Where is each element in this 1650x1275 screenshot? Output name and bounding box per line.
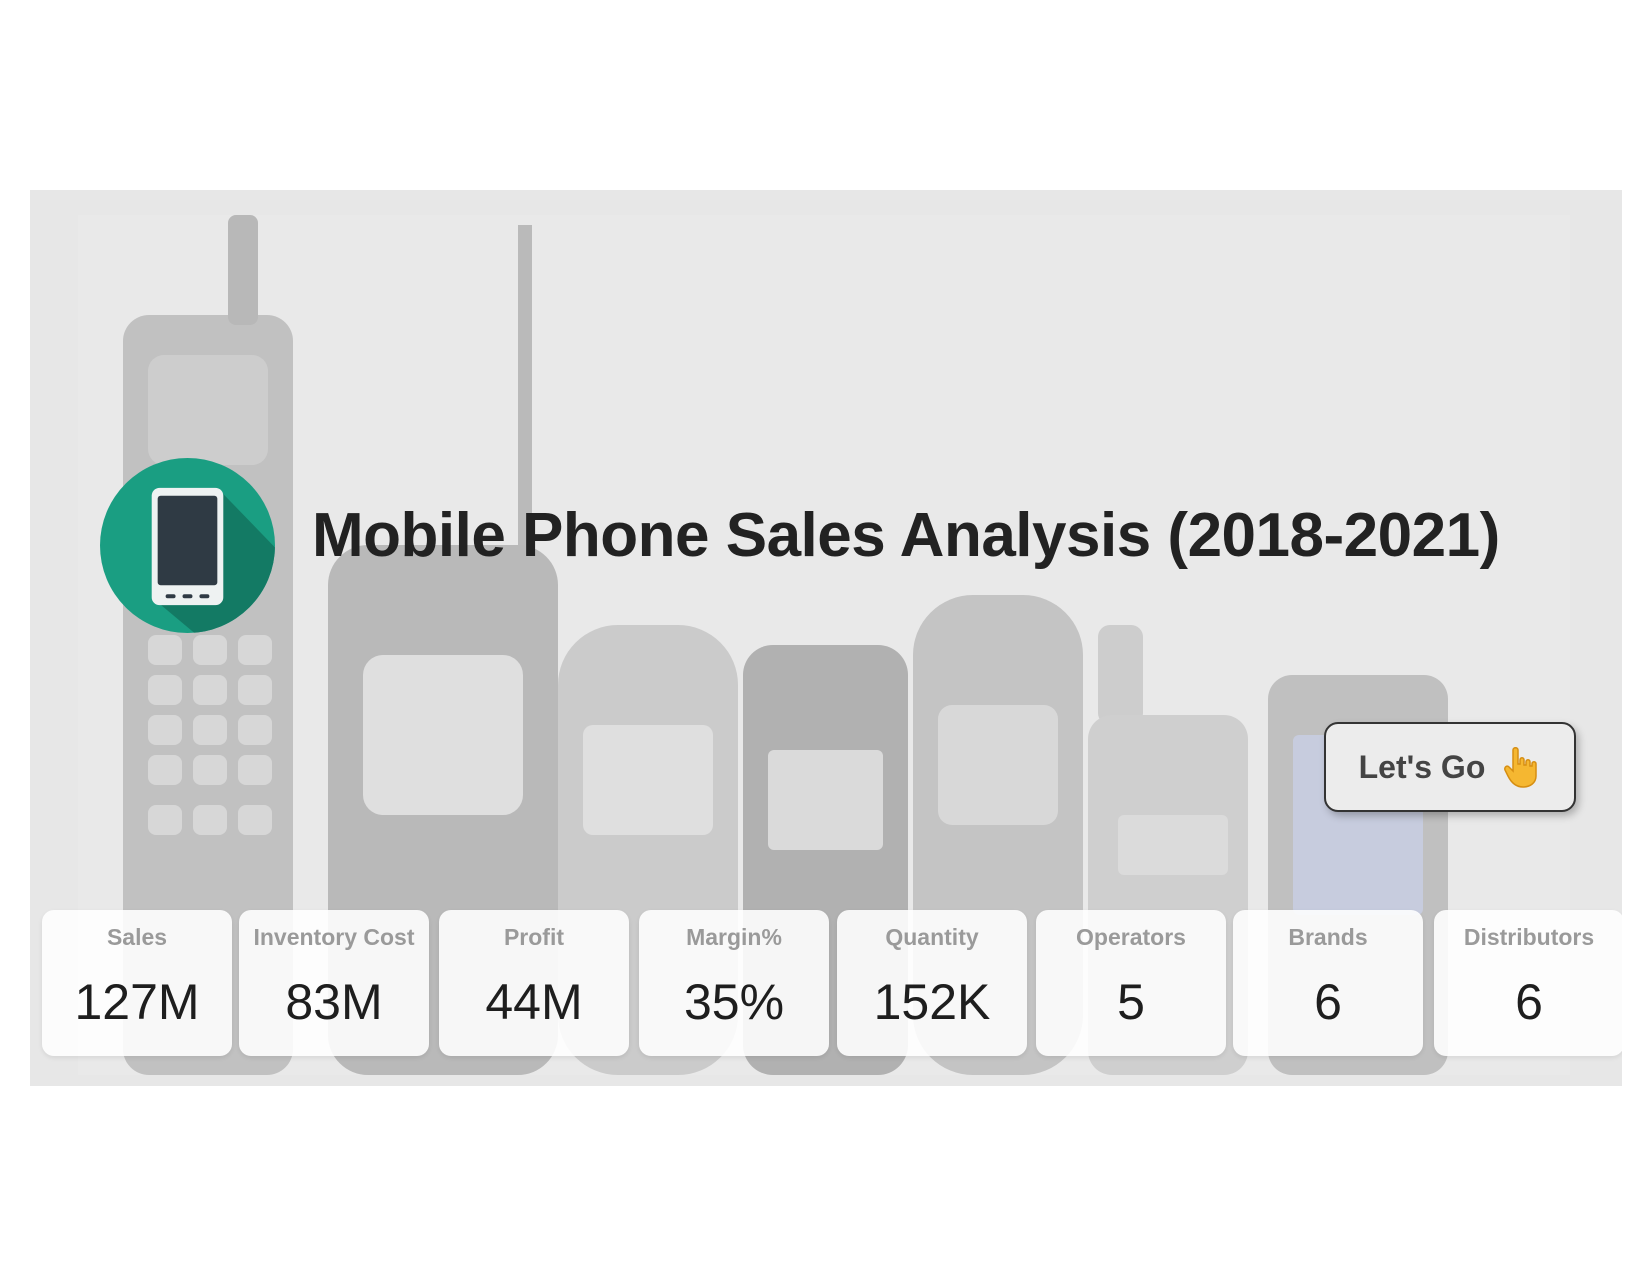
kpi-label: Inventory Cost (253, 924, 415, 950)
lets-go-label: Let's Go (1358, 748, 1486, 785)
kpi-label: Quantity (885, 924, 979, 950)
kpi-value: 6 (1314, 974, 1342, 1030)
hero-banner: Mobile Phone Sales Analysis (2018-2021) … (30, 190, 1622, 1086)
mobile-phone-icon (100, 458, 275, 633)
kpi-value: 127M (74, 974, 200, 1030)
kpi-label: Operators (1076, 924, 1186, 950)
kpi-value: 152K (873, 974, 991, 1030)
kpi-card-distributors: Distributors 6 (1434, 910, 1622, 1056)
kpi-value: 44M (485, 974, 583, 1030)
kpi-card-profit: Profit 44M (439, 910, 629, 1056)
kpi-label: Margin% (686, 924, 782, 950)
page-title: Mobile Phone Sales Analysis (2018-2021) (312, 501, 1500, 570)
kpi-value: 35% (683, 974, 785, 1030)
kpi-card-quantity: Quantity 152K (837, 910, 1027, 1056)
kpi-label: Sales (106, 924, 168, 950)
kpi-label: Distributors (1463, 924, 1595, 950)
kpi-card-sales: Sales 127M (42, 910, 232, 1056)
kpi-value: 6 (1515, 974, 1543, 1030)
kpi-row: Sales 127M Inventory Cost 83M Profit 44M… (42, 910, 1622, 1056)
kpi-value: 5 (1117, 974, 1145, 1030)
kpi-card-margin: Margin% 35% (639, 910, 829, 1056)
pointing-hand-icon (1504, 747, 1538, 788)
kpi-label: Profit (503, 924, 565, 950)
lets-go-button[interactable]: Let's Go (1324, 722, 1576, 812)
kpi-card-brands: Brands 6 (1233, 910, 1423, 1056)
kpi-value: 83M (285, 974, 383, 1030)
kpi-label: Brands (1288, 924, 1368, 950)
kpi-card-inventory-cost: Inventory Cost 83M (239, 910, 429, 1056)
kpi-card-operators: Operators 5 (1036, 910, 1226, 1056)
